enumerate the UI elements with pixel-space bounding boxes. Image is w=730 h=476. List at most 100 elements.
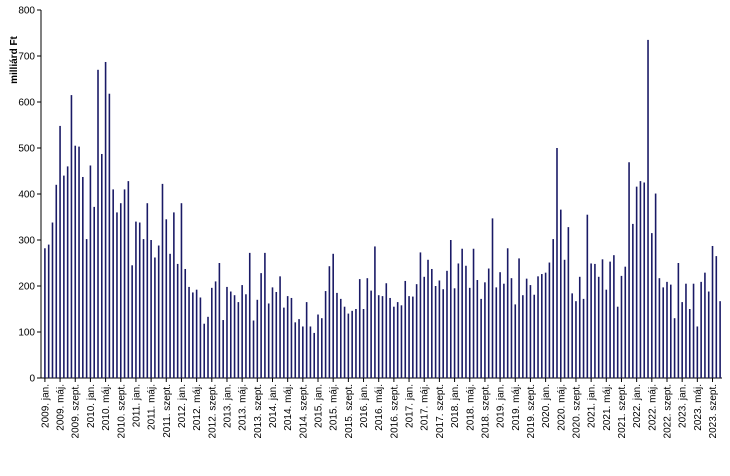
bar xyxy=(434,286,437,378)
y-tick-label: 0 xyxy=(29,374,35,385)
x-tick-label: 2015. jan. xyxy=(314,384,325,428)
x-tick-label: 2010. máj. xyxy=(101,384,112,431)
bar xyxy=(510,278,513,378)
bar xyxy=(267,303,270,378)
x-tick-label: 2021. jan. xyxy=(587,384,598,428)
bar xyxy=(169,253,171,378)
bar xyxy=(324,291,327,378)
x-tick-label: 2019. máj. xyxy=(511,384,522,431)
bar xyxy=(609,261,611,378)
bar xyxy=(601,259,604,378)
bar xyxy=(123,189,126,378)
bar xyxy=(449,240,452,378)
bar xyxy=(154,257,156,378)
x-tick-label: 2022. máj. xyxy=(647,384,658,431)
bar xyxy=(176,263,179,378)
bar xyxy=(51,222,54,378)
bar xyxy=(211,287,213,378)
bar xyxy=(245,294,247,378)
bar xyxy=(552,239,554,378)
bar xyxy=(669,284,672,378)
x-tick-label: 2015. máj. xyxy=(329,384,340,431)
bar xyxy=(643,182,646,378)
bar xyxy=(412,296,414,378)
x-tick-label: 2009. máj. xyxy=(56,384,67,431)
bar xyxy=(336,292,338,378)
bar xyxy=(472,248,475,378)
bar xyxy=(93,206,95,378)
bar xyxy=(305,302,308,378)
bar xyxy=(355,309,357,378)
bar xyxy=(506,248,509,378)
bar xyxy=(108,93,111,378)
bar xyxy=(696,326,699,378)
x-tick-label: 2018. máj. xyxy=(465,384,476,431)
bar xyxy=(468,287,471,378)
x-tick-label: 2013. jan. xyxy=(222,384,233,428)
x-tick-label: 2017. máj. xyxy=(420,384,431,431)
bar xyxy=(256,299,259,378)
bar xyxy=(541,274,543,378)
bar xyxy=(453,288,456,378)
bar xyxy=(704,272,706,378)
bar xyxy=(226,286,228,378)
bar xyxy=(605,289,608,378)
bar xyxy=(66,166,69,378)
bar xyxy=(461,248,463,378)
bar xyxy=(47,244,50,378)
bar xyxy=(44,248,46,378)
bar xyxy=(404,280,407,378)
x-tick-label: 2011. máj. xyxy=(147,384,158,430)
bar xyxy=(711,245,714,378)
y-tick-label: 400 xyxy=(18,190,35,201)
bar xyxy=(347,313,350,378)
bar xyxy=(146,203,149,378)
bar xyxy=(351,310,353,378)
x-tick-label: 2016. szept. xyxy=(389,384,400,438)
bar xyxy=(408,296,410,378)
bar xyxy=(537,276,539,378)
x-ticks: 2009. jan. 2009. máj. 2009. szept. 2010. ja… xyxy=(40,378,719,438)
bar xyxy=(700,281,702,378)
bar xyxy=(415,284,418,378)
bar xyxy=(658,278,661,378)
bar xyxy=(343,306,346,378)
bar xyxy=(135,221,137,378)
bar xyxy=(78,146,80,378)
bar xyxy=(165,219,168,378)
bar xyxy=(116,212,118,378)
x-tick-label: 2011. szept. xyxy=(162,384,173,438)
bar xyxy=(188,286,190,378)
bar xyxy=(578,276,581,378)
bar xyxy=(55,184,58,378)
bar xyxy=(290,297,293,378)
bar xyxy=(427,259,429,378)
bar xyxy=(438,280,441,378)
bar xyxy=(571,293,573,378)
bar xyxy=(707,291,710,378)
bar xyxy=(400,305,403,378)
bar xyxy=(597,276,600,378)
bar xyxy=(119,203,122,378)
bar xyxy=(628,162,630,378)
bar xyxy=(374,246,376,378)
bar xyxy=(673,318,676,378)
bar xyxy=(381,296,384,378)
bar xyxy=(260,273,262,378)
bar xyxy=(457,263,460,378)
bar xyxy=(548,262,551,378)
bar xyxy=(199,297,202,378)
x-tick-label: 2019. szept. xyxy=(526,384,537,438)
bar xyxy=(138,222,141,378)
x-axis: 2009. jan. 2009. máj. 2009. szept. 2010. ja… xyxy=(40,377,722,438)
bar xyxy=(575,301,577,378)
bar xyxy=(317,314,319,378)
bar xyxy=(286,296,289,378)
bar xyxy=(59,125,61,378)
bar xyxy=(173,212,175,378)
bar xyxy=(480,298,482,378)
x-tick-label: 2022. szept. xyxy=(663,384,674,438)
y-ticks: 0 100 200 300 400 500 600 700 800 xyxy=(18,6,41,385)
x-tick-label: 2017. jan. xyxy=(405,384,416,428)
bar xyxy=(131,265,133,378)
